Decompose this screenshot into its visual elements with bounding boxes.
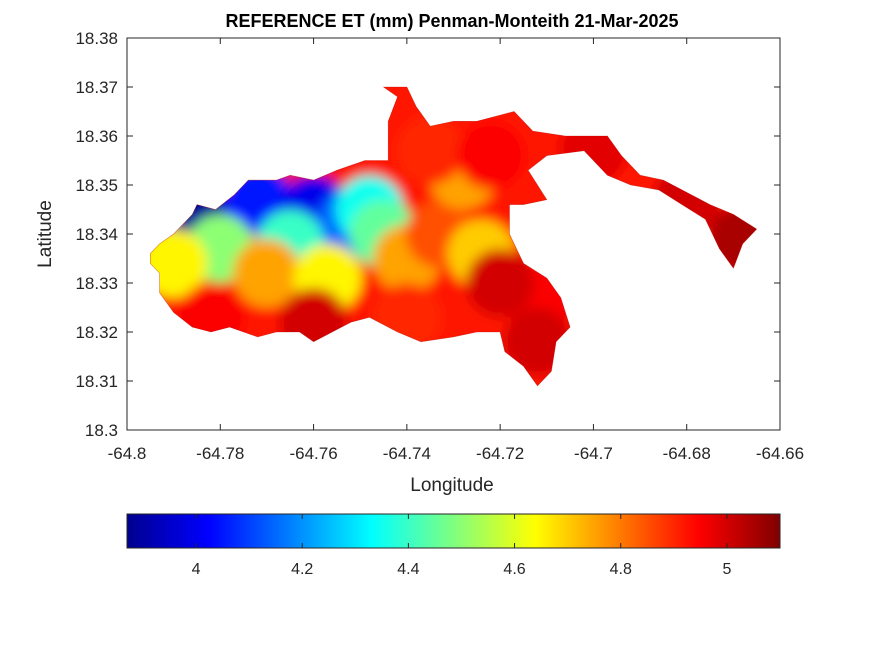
y-tick-label: 18.3: [85, 421, 118, 440]
y-tick-label: 18.33: [75, 274, 118, 293]
heatmap-cell-15: [456, 121, 525, 190]
colorbar-tick-label: 4: [192, 561, 201, 578]
x-axis: -64.8 -64.78 -64.76 -64.74 -64.72 -64.7 -64.68…: [108, 38, 804, 463]
colorbar-tick-label: 5: [722, 561, 731, 578]
x-tick-label: -64.76: [289, 444, 337, 463]
heatmap-cell-9: [232, 239, 301, 308]
colorbar-tick-label: 4.6: [503, 561, 525, 578]
y-tick-label: 18.37: [75, 78, 118, 97]
x-axis-label: Longitude: [410, 475, 493, 496]
y-tick-label: 18.34: [75, 225, 118, 244]
y-axis: 18.3 18.31 18.32 18.33 18.34 18.35 18.36 18.37 1…: [75, 29, 780, 440]
y-tick-label: 18.32: [75, 323, 118, 342]
y-tick-label: 18.36: [75, 127, 118, 146]
colorbar: [126, 513, 781, 549]
y-axis-label: Latitude: [35, 200, 56, 268]
y-tick-label: 18.38: [75, 29, 118, 48]
colorbar-tick-label: 4.2: [291, 561, 313, 578]
island-outline: [150, 86, 758, 387]
x-tick-label: -64.7: [574, 444, 613, 463]
x-tick-label: -64.78: [196, 444, 244, 463]
colorbar-ticks: 4 4.2 4.4 4.6 4.8 5: [192, 514, 731, 578]
x-tick-label: -64.66: [756, 444, 804, 463]
colorbar-tick-label: 4.4: [397, 561, 419, 578]
heatmap-cell-14: [396, 116, 465, 185]
heatmap-cell-18: [466, 249, 535, 317]
y-tick-label: 18.31: [75, 372, 118, 391]
x-tick-label: -64.68: [663, 444, 711, 463]
chart-title: REFERENCE ET (mm) Penman-Monteith 21-Mar…: [225, 11, 678, 31]
x-tick-label: -64.74: [383, 444, 431, 463]
heatmap-cell-25: [708, 204, 757, 273]
y-tick-label: 18.35: [75, 176, 118, 195]
x-tick-label: -64.8: [108, 444, 147, 463]
x-tick-label: -64.72: [476, 444, 524, 463]
colorbar-tick-label: 4.8: [610, 561, 632, 578]
